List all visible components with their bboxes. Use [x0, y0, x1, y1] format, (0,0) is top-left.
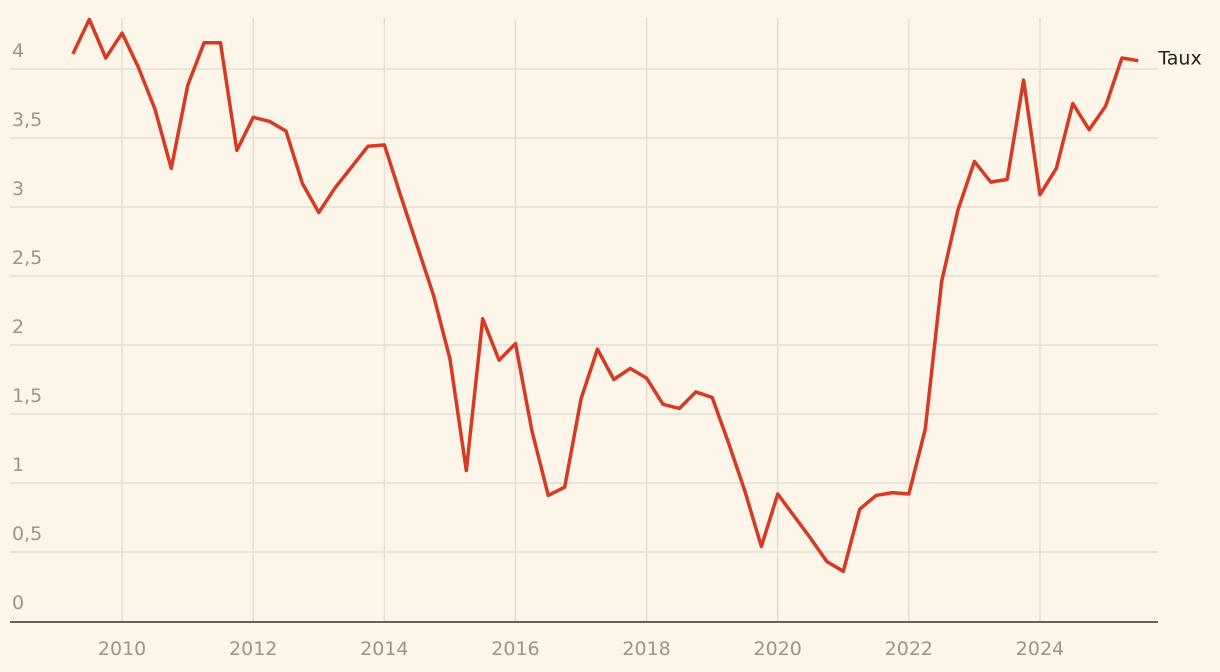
- x-tick-label: 2010: [98, 638, 146, 660]
- y-tick-label: 3,5: [12, 109, 42, 131]
- y-tick-label: 2,5: [12, 247, 42, 269]
- y-tick-label: 3: [12, 178, 24, 200]
- x-tick-label: 2012: [229, 638, 277, 660]
- x-tick-label: 2016: [491, 638, 539, 660]
- y-tick-label: 2: [12, 316, 24, 338]
- y-tick-label: 4: [12, 40, 24, 62]
- x-tick-label: 2014: [360, 638, 408, 660]
- series-label: Taux: [1157, 48, 1201, 70]
- y-tick-label: 1,5: [12, 385, 42, 407]
- x-tick-label: 2018: [622, 638, 670, 660]
- x-tick-label: 2020: [754, 638, 802, 660]
- y-tick-label: 1: [12, 454, 24, 476]
- y-tick-label: 0: [12, 592, 24, 614]
- x-tick-label: 2022: [885, 638, 933, 660]
- y-tick-label: 0,5: [12, 523, 42, 545]
- line: [71, 17, 1139, 574]
- x-tick-label: 2024: [1016, 638, 1064, 660]
